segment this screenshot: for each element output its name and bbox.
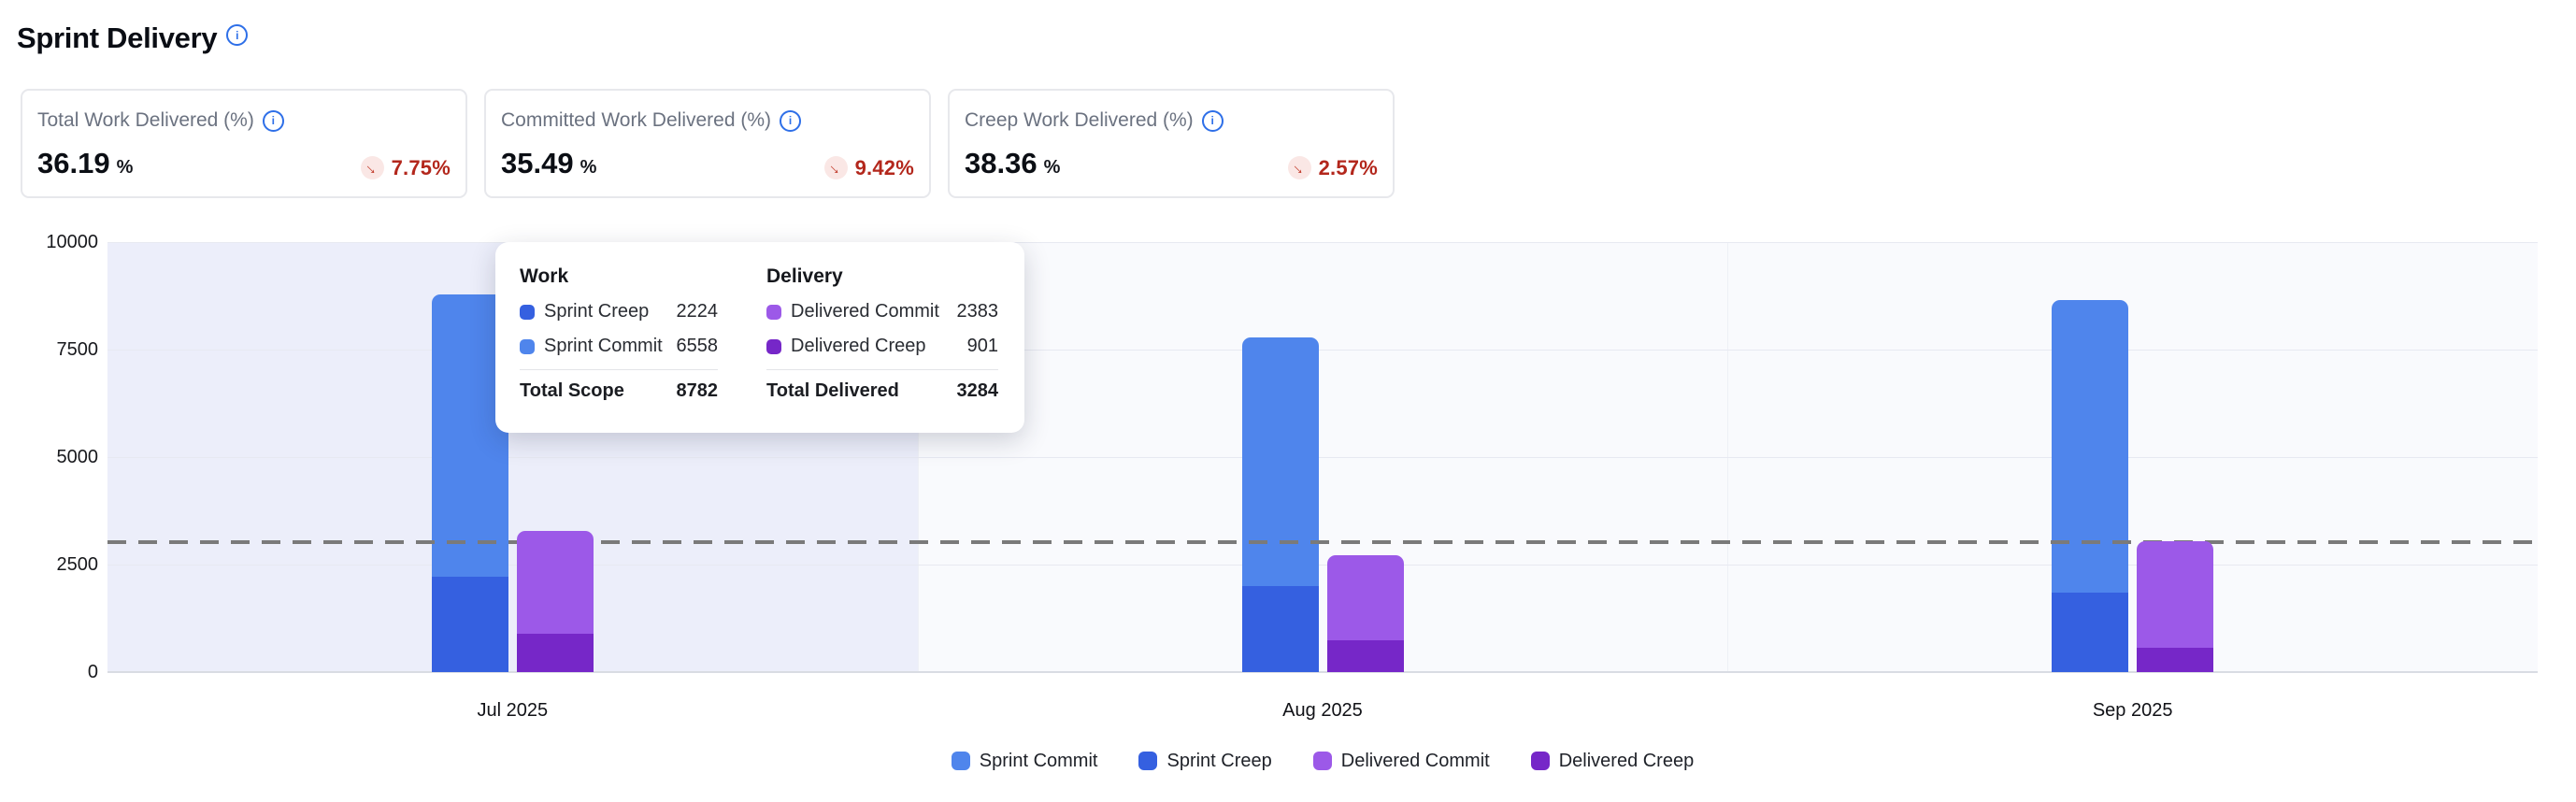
kpi-delta-badge: → 9.42% (823, 155, 914, 180)
bar-jul-2025-sprint-creep[interactable] (431, 576, 508, 672)
y-axis-tick-0: 0 (87, 662, 98, 682)
bar-aug-2025-delivered-commit[interactable] (1326, 554, 1404, 640)
bar-sep-2025-sprint-creep[interactable] (2052, 592, 2129, 672)
info-icon[interactable]: i (1201, 109, 1224, 132)
sprint-commit-swatch-icon (520, 338, 535, 354)
chart-tooltip: Work Sprint Creep 2224 Sprint Commit 655… (495, 242, 1024, 433)
legend-label: Delivered Commit (1340, 750, 1490, 771)
y-axis-tick-10000: 10000 (46, 232, 98, 252)
tooltip-total-scope: Total Scope 8782 (520, 380, 718, 401)
delivered-commit-swatch-icon (766, 304, 781, 320)
legend-label: Sprint Creep (1166, 750, 1272, 771)
kpi-title: Creep Work Delivered (%) (965, 109, 1194, 131)
legend-item-sprint-creep[interactable]: Sprint Creep (1138, 750, 1272, 772)
tooltip-row-sprint-commit: Sprint Commit 6558 (520, 336, 718, 357)
sprint-creep-swatch-icon (1138, 752, 1158, 770)
kpi-title: Committed Work Delivered (%) (501, 109, 772, 131)
info-icon[interactable]: i (780, 109, 802, 132)
page-title: Sprint Delivery (17, 21, 218, 54)
legend-label: Delivered Creep (1558, 750, 1695, 771)
kpi-delta-value: 2.57% (1318, 155, 1378, 179)
tooltip-row-sprint-creep: Sprint Creep 2224 (520, 301, 718, 322)
tooltip-total-delivered: Total Delivered 3284 (766, 380, 998, 401)
bar-aug-2025-sprint-commit[interactable] (1241, 337, 1319, 586)
average-delivered-reference-line (107, 540, 2538, 545)
legend-item-sprint-commit[interactable]: Sprint Commit (951, 750, 1098, 772)
tooltip-delivery-header: Delivery (766, 265, 843, 287)
kpi-delta-value: 7.75% (391, 155, 451, 179)
kpi-value: 38.36 (965, 147, 1038, 179)
chart-legend: Sprint Commit Sprint Creep Delivered Commi… (107, 747, 2538, 775)
y-axis-tick-5000: 5000 (56, 447, 99, 467)
delivered-creep-swatch-icon (1530, 752, 1550, 770)
kpi-delta-value: 9.42% (854, 155, 914, 179)
kpi-title: Total Work Delivered (%) (37, 109, 254, 131)
page-header: Sprint Delivery i (17, 21, 249, 54)
bar-jul-2025-delivered-commit[interactable] (516, 530, 594, 634)
x-axis-tick-jul-2025: Jul 2025 (477, 700, 549, 721)
tooltip-row-delivered-commit: Delivered Commit 2383 (766, 301, 998, 322)
gridline-y-7500 (107, 349, 2538, 351)
tooltip-divider (766, 369, 998, 370)
kpi-value: 36.19 (37, 147, 110, 179)
y-axis-tick-2500: 2500 (56, 554, 99, 575)
legend-item-delivered-commit[interactable]: Delivered Commit (1312, 750, 1490, 772)
bar-jul-2025-delivered-creep[interactable] (516, 633, 594, 672)
tooltip-work-header: Work (520, 265, 569, 287)
kpi-delta-badge: → 2.57% (1287, 155, 1378, 180)
delivered-commit-swatch-icon (1312, 752, 1332, 770)
sprint-commit-swatch-icon (951, 752, 970, 770)
x-axis-line (107, 671, 2538, 673)
kpi-card-committed-work-delivered: Committed Work Delivered (%) i 35.49 % →… (484, 89, 931, 198)
sprint-creep-swatch-icon (520, 304, 535, 320)
kpi-unit: % (116, 157, 134, 178)
kpi-delta-badge: → 7.75% (360, 155, 451, 180)
trend-down-icon: → (1287, 155, 1311, 180)
tooltip-work-column: Work Sprint Creep 2224 Sprint Commit 655… (520, 265, 718, 412)
kpi-unit: % (580, 157, 597, 178)
tooltip-divider (520, 369, 718, 370)
tooltip-delivery-column: Delivery Delivered Commit 2383 Delivered… (766, 265, 998, 412)
kpi-unit: % (1043, 157, 1061, 178)
trend-down-icon: → (360, 155, 384, 180)
info-icon[interactable]: i (226, 24, 249, 46)
gridline-y-5000 (107, 456, 2538, 458)
legend-item-delivered-creep[interactable]: Delivered Creep (1530, 750, 1695, 772)
legend-label: Sprint Commit (979, 750, 1098, 771)
delivered-creep-swatch-icon (766, 338, 781, 354)
gridline-y-10000 (107, 241, 2538, 243)
kpi-value: 35.49 (501, 147, 574, 179)
bar-aug-2025-delivered-creep[interactable] (1326, 639, 1404, 672)
tooltip-row-delivered-creep: Delivered Creep 901 (766, 336, 998, 357)
bar-sep-2025-delivered-commit[interactable] (2137, 540, 2214, 648)
x-axis-tick-aug-2025: Aug 2025 (1282, 700, 1363, 721)
trend-down-icon: → (823, 155, 848, 180)
bar-sep-2025-delivered-creep[interactable] (2137, 647, 2214, 672)
bar-aug-2025-sprint-creep[interactable] (1241, 586, 1319, 672)
info-icon[interactable]: i (262, 109, 284, 132)
kpi-card-total-work-delivered: Total Work Delivered (%) i 36.19 % → 7.7… (21, 89, 467, 198)
x-axis-tick-sep-2025: Sep 2025 (2092, 700, 2173, 721)
y-axis-tick-7500: 7500 (56, 339, 99, 360)
bar-sep-2025-sprint-commit[interactable] (2052, 300, 2129, 593)
gridline-y-2500 (107, 564, 2538, 566)
kpi-card-creep-work-delivered: Creep Work Delivered (%) i 38.36 % → 2.5… (948, 89, 1395, 198)
